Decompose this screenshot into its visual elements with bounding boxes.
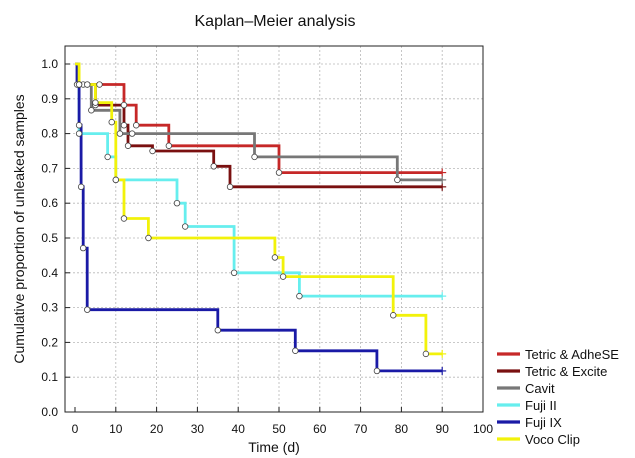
x-tick-label: 60	[313, 422, 327, 436]
censor-point-voco-clip	[92, 99, 99, 106]
x-tick-label: 30	[191, 422, 205, 436]
axis-ticks: 0 10 20 30 40 50 60 70 80 90 100 0.0 0.1 0.2 0.3 0.4 0.5…	[41, 57, 493, 436]
censor-point-tetric-excite	[226, 183, 234, 191]
y-tick-label: 0.3	[41, 301, 58, 315]
censor-point-voco-clip	[145, 234, 152, 242]
censor-point-cavit	[251, 153, 258, 161]
legend-label-tetric-adhese: Tetric & AdheSE	[525, 347, 619, 362]
x-tick-label: 10	[109, 422, 123, 436]
censor-point-voco-clip	[422, 350, 430, 358]
y-tick-label: 1.0	[41, 57, 58, 71]
censor-point-fuji-ii	[230, 269, 238, 276]
series-line-voco-clip	[75, 62, 443, 356]
x-tick-label: 20	[150, 422, 164, 436]
censor-point-voco-clip	[271, 254, 279, 261]
legend-label-tetric-excite: Tetric & Excite	[525, 364, 607, 379]
censor-point-fuji-ix	[77, 183, 85, 191]
censor-point-fuji-ix	[75, 122, 83, 129]
censor-point-cavit	[88, 107, 95, 114]
censor-point-tetric-excite	[120, 122, 128, 129]
censor-point-voco-clip	[75, 81, 83, 88]
y-tick-label: 0.4	[41, 266, 58, 280]
x-tick-label: 90	[436, 422, 450, 436]
censor-point-tetric-excite	[124, 142, 132, 149]
censor-point-voco-clip	[279, 273, 287, 280]
x-tick-label: 40	[232, 422, 246, 436]
x-axis-title: Time (d)	[248, 439, 300, 455]
censor-point-tetric-adhese	[132, 122, 140, 129]
censor-point-cavit	[84, 81, 91, 88]
series-line-fuji-ii	[75, 62, 443, 298]
legend-label-fuji-ix: Fuji IX	[525, 415, 562, 430]
x-tick-label: 70	[354, 422, 368, 436]
censor-point-fuji-ix	[292, 347, 299, 354]
censor-point-fuji-ii	[296, 292, 303, 300]
x-tick-label: 50	[272, 422, 286, 436]
censor-point-fuji-ix	[79, 244, 87, 252]
x-tick-label: 80	[395, 422, 409, 436]
plot-area	[64, 45, 484, 413]
censor-point-tetric-adhese	[165, 142, 173, 149]
censor-point-voco-clip	[120, 215, 128, 222]
censor-point-fuji-ix	[84, 306, 91, 313]
censor-point-fuji-ix	[373, 367, 381, 375]
censor-point-fuji-ii	[75, 130, 83, 137]
y-tick-label: 0.5	[41, 231, 58, 245]
legend: Tetric & AdheSE Tetric & Excite Cavit Fuji …	[497, 347, 619, 447]
y-tick-label: 0.6	[41, 196, 58, 210]
grid-lines	[65, 46, 483, 412]
censor-point-fuji-ii	[181, 223, 189, 230]
censor-point-fuji-ii	[173, 199, 181, 207]
censor-point-voco-clip	[112, 176, 119, 184]
y-tick-label: 0.8	[41, 127, 58, 141]
series-lines	[75, 62, 443, 373]
y-tick-label: 0.7	[41, 161, 58, 175]
x-tick-label: 0	[72, 422, 79, 436]
censor-point-cavit	[394, 176, 401, 184]
censor-point-voco-clip	[390, 312, 397, 319]
censor-point-voco-clip	[108, 118, 115, 126]
chart-title: Kaplan–Meier analysis	[195, 13, 356, 30]
legend-label-cavit: Cavit	[525, 381, 555, 396]
y-tick-label: 0.0	[41, 405, 58, 419]
censor-point-tetric-adhese	[120, 101, 128, 109]
censor-point-tetric-excite	[210, 163, 217, 170]
y-tick-label: 0.1	[41, 370, 58, 384]
y-axis-title: Cumulative proportion of unleaked sample…	[11, 94, 27, 363]
censor-point-cavit	[128, 130, 136, 137]
censor-point-fuji-ii	[104, 153, 111, 161]
censor-point-tetric-excite	[149, 147, 156, 155]
y-tick-label: 0.9	[41, 92, 58, 106]
series-line-cavit	[75, 62, 443, 182]
y-tick-label: 0.2	[41, 335, 58, 349]
x-tick-label: 100	[473, 422, 493, 436]
censor-point-tetric-adhese	[275, 169, 283, 176]
censor-point-fuji-ix	[214, 327, 221, 334]
censor-markers	[73, 81, 447, 375]
censor-point-tetric-adhese	[96, 81, 103, 88]
censor-point-cavit	[116, 130, 124, 137]
legend-label-fuji-ii: Fuji II	[525, 398, 557, 413]
legend-label-voco-clip: Voco Clip	[525, 432, 580, 447]
